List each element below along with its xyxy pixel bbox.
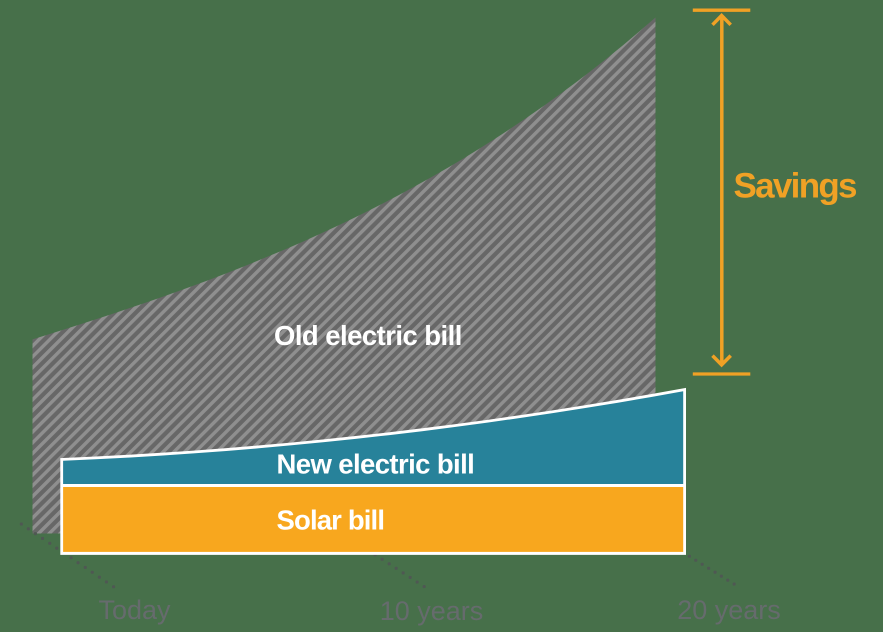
svg-text:10 years: 10 years (380, 596, 484, 626)
svg-text:Today: Today (98, 595, 171, 625)
svg-text:Savings: Savings (734, 167, 858, 206)
svg-text:Old electric bill: Old electric bill (274, 320, 462, 351)
svg-text:New electric bill: New electric bill (277, 449, 475, 480)
svg-text:Solar bill: Solar bill (277, 504, 385, 535)
svg-text:20 years: 20 years (677, 595, 781, 625)
